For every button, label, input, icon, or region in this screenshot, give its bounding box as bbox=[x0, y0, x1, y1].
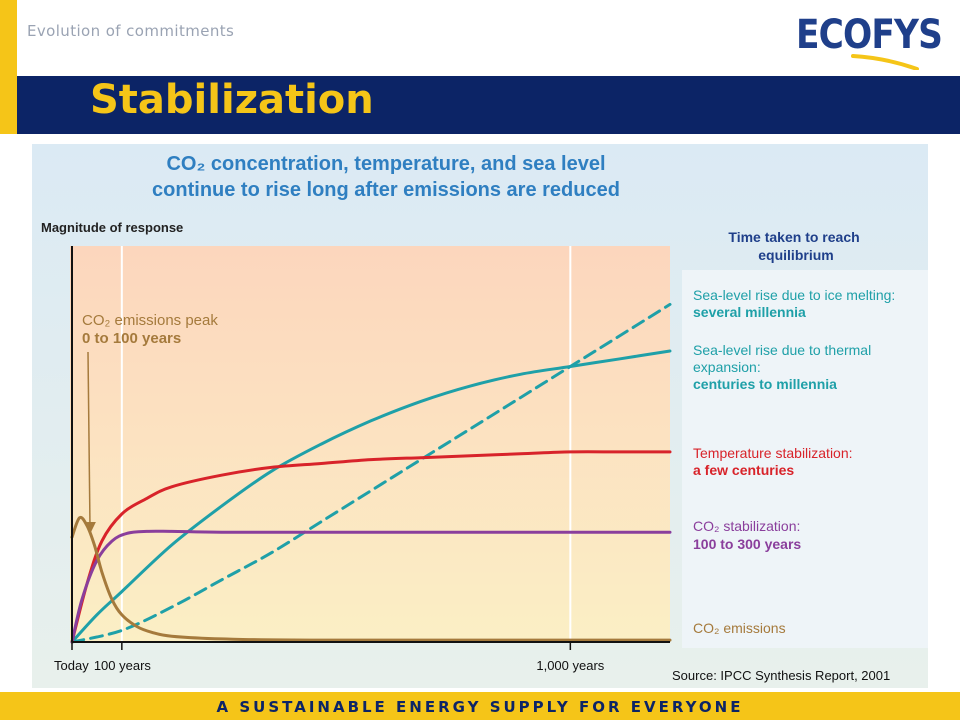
legend-panel bbox=[682, 270, 928, 648]
series-line-co2_stab bbox=[70, 529, 672, 644]
legend-co2-emissions-name: CO₂ emissions bbox=[693, 620, 786, 636]
series-line-sea_thermal bbox=[70, 349, 672, 644]
logo-swoosh-icon bbox=[851, 54, 919, 70]
series-line-temperature bbox=[70, 450, 672, 644]
header-accent-stripe bbox=[0, 0, 17, 76]
chart-svg: CO₂ concentration, temperature, and sea … bbox=[32, 144, 928, 688]
legend-sea-thermal-value: centuries to millennia bbox=[693, 376, 837, 392]
chart-title-line1: CO₂ concentration, temperature, and sea … bbox=[166, 153, 605, 175]
legend-co2-emissions: CO₂ emissions bbox=[693, 620, 786, 636]
annotation-arrow bbox=[83, 351, 96, 534]
legend-sea-ice-value: several millennia bbox=[693, 304, 806, 320]
legend-temperature-value: a few centuries bbox=[693, 462, 794, 478]
legend-sea-ice-name: Sea-level rise due to ice melting: bbox=[693, 287, 895, 303]
footer-tagline: A SUSTAINABLE ENERGY SUPPLY FOR EVERYONE bbox=[216, 698, 744, 716]
legend-temperature: Temperature stabilization: a few centuri… bbox=[693, 445, 853, 478]
section-caption: Evolution of commitments bbox=[27, 22, 235, 40]
annotation-line2: 0 to 100 years bbox=[82, 330, 181, 347]
legend-temperature-name: Temperature stabilization: bbox=[693, 445, 853, 461]
title-bar: Stabilization bbox=[0, 76, 960, 134]
legend-co2-stab-value: 100 to 300 years bbox=[693, 536, 801, 552]
logo-text: ECOFYS bbox=[796, 12, 943, 58]
x-tick-label-1: 100 years bbox=[94, 658, 152, 673]
gridlines bbox=[120, 246, 572, 642]
title-accent-stripe bbox=[0, 76, 17, 134]
legend-co2-stabilization: CO₂ stabilization: 100 to 300 years bbox=[693, 518, 801, 552]
legend-header: Time taken to reach equilibrium bbox=[728, 229, 863, 263]
chart-title-line2: continue to rise long after emissions ar… bbox=[152, 179, 620, 201]
page-title: Stabilization bbox=[90, 77, 374, 123]
footer-bar: A SUSTAINABLE ENERGY SUPPLY FOR EVERYONE bbox=[0, 692, 960, 720]
legend-sea-thermal: Sea-level rise due to thermal expansion:… bbox=[693, 342, 875, 392]
source-credit: Source: IPCC Synthesis Report, 2001 bbox=[672, 668, 890, 683]
x-ticks: Today 100 years 1,000 years bbox=[54, 642, 605, 673]
x-tick-label-2: 1,000 years bbox=[536, 658, 604, 673]
chart-figure: CO₂ concentration, temperature, and sea … bbox=[32, 144, 928, 688]
plot-area bbox=[70, 246, 670, 642]
annotation-line1: CO₂ emissions peak bbox=[82, 312, 218, 329]
legend-sea-thermal-name: Sea-level rise due to thermal expansion: bbox=[693, 342, 875, 375]
legend-sea-ice: Sea-level rise due to ice melting: sever… bbox=[693, 287, 895, 320]
legend-co2-stab-name: CO₂ stabilization: bbox=[693, 518, 800, 534]
x-tick-label-0: Today bbox=[54, 658, 89, 673]
ecofys-logo: ECOFYS bbox=[796, 12, 943, 70]
y-axis-label: Magnitude of response bbox=[41, 220, 183, 235]
